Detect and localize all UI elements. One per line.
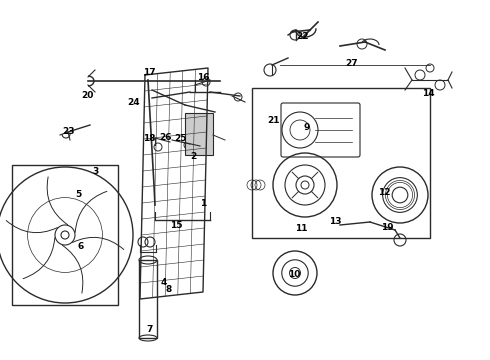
Text: 15: 15 — [170, 220, 183, 230]
Bar — [185, 113, 213, 155]
Bar — [252, 88, 430, 238]
Text: 19: 19 — [381, 223, 393, 232]
Text: 13: 13 — [329, 217, 342, 226]
Text: 9: 9 — [303, 123, 310, 132]
Text: 22: 22 — [296, 32, 309, 41]
Text: 1: 1 — [200, 199, 206, 208]
Text: 5: 5 — [75, 190, 81, 199]
Text: 16: 16 — [197, 73, 210, 82]
Text: 18: 18 — [143, 134, 156, 143]
Text: 26: 26 — [159, 133, 172, 142]
Bar — [12, 165, 118, 305]
Text: 11: 11 — [295, 224, 308, 233]
Bar — [139, 260, 157, 338]
Text: 21: 21 — [267, 116, 280, 125]
Text: 3: 3 — [93, 166, 98, 176]
Text: 2: 2 — [191, 152, 196, 161]
Text: 23: 23 — [62, 127, 75, 136]
Text: 7: 7 — [146, 325, 153, 334]
Text: 17: 17 — [143, 68, 156, 77]
Text: 8: 8 — [166, 285, 172, 294]
Text: 20: 20 — [81, 91, 94, 100]
Text: 4: 4 — [161, 278, 168, 287]
Text: 12: 12 — [378, 188, 391, 197]
Text: 14: 14 — [422, 89, 435, 98]
Text: 25: 25 — [174, 134, 187, 143]
Text: 6: 6 — [78, 242, 84, 251]
Text: 10: 10 — [288, 270, 300, 279]
Text: 24: 24 — [127, 98, 140, 107]
Text: 27: 27 — [345, 59, 358, 68]
